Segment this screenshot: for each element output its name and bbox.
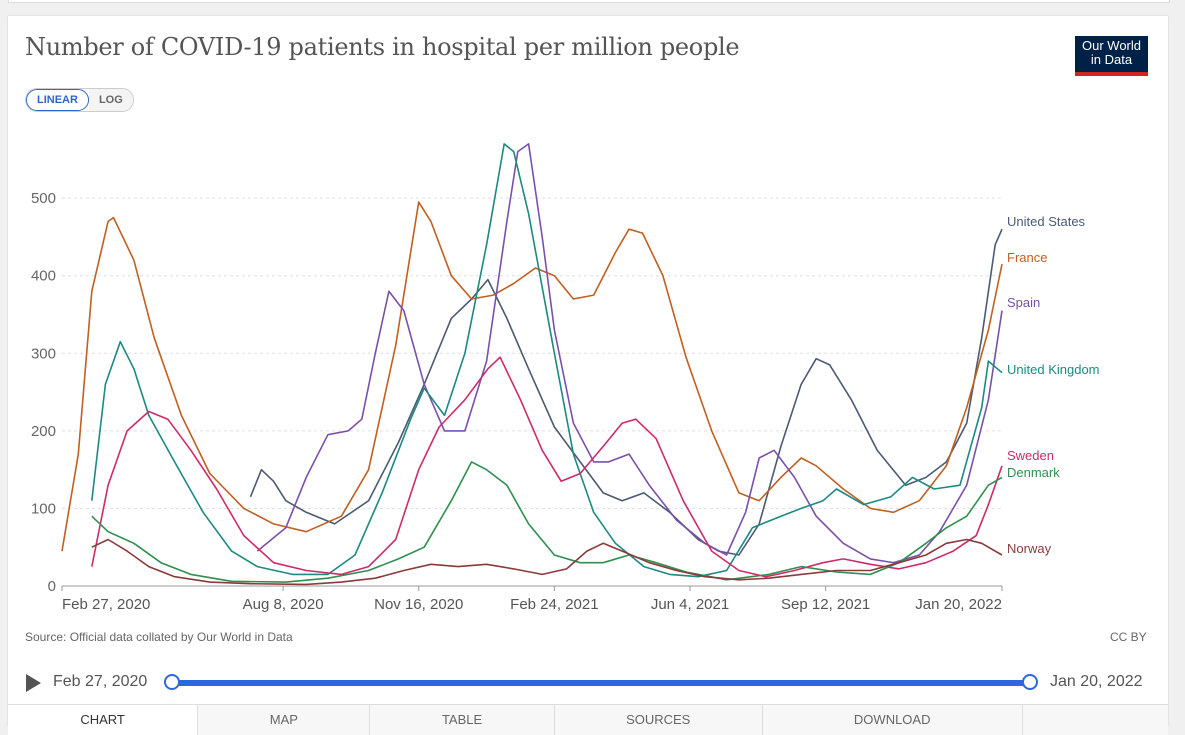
tab-download[interactable]: DOWNLOAD: [761, 705, 1022, 735]
scale-toggle: LINEAR LOG: [25, 88, 134, 112]
series-label[interactable]: Denmark: [1007, 465, 1060, 480]
series-line[interactable]: [91, 143, 1003, 578]
series-line[interactable]: [249, 228, 1003, 556]
x-tick-label: Sep 12, 2021: [781, 596, 870, 613]
series-label[interactable]: Sweden: [1007, 448, 1054, 463]
series-label[interactable]: Spain: [1007, 295, 1040, 310]
timeline-end-label: Jan 20, 2022: [1050, 673, 1143, 690]
tab-share[interactable]: [1021, 705, 1169, 735]
x-tick-label: Aug 8, 2020: [243, 596, 324, 613]
series-line[interactable]: [256, 143, 1003, 564]
series-line[interactable]: [91, 356, 1003, 578]
series-line[interactable]: [91, 538, 1003, 586]
timeline-start-label: Feb 27, 2020: [53, 673, 148, 690]
linear-scale-button[interactable]: LINEAR: [26, 89, 89, 111]
y-tick-label: 300: [31, 345, 56, 362]
license-link[interactable]: CC BY: [1110, 630, 1147, 644]
x-tick-label: Feb 24, 2021: [510, 596, 598, 613]
series-line[interactable]: [91, 461, 1003, 583]
y-tick-label: 100: [31, 500, 56, 517]
play-icon[interactable]: [26, 674, 41, 692]
tab-sources[interactable]: SOURCES: [553, 705, 762, 735]
y-tick-label: 200: [31, 423, 56, 440]
logo-line-1: Our World: [1082, 38, 1141, 53]
tab-map[interactable]: MAP: [197, 705, 370, 735]
tab-chart[interactable]: CHART: [8, 705, 198, 735]
previous-card-edge: [8, 0, 1170, 3]
source-note[interactable]: Source: Official data collated by Our Wo…: [25, 630, 293, 644]
y-tick-label: 0: [48, 578, 56, 595]
owid-logo[interactable]: Our World in Data: [1075, 36, 1148, 76]
x-tick-label: Jun 4, 2021: [651, 596, 729, 613]
x-tick-label: Feb 27, 2020: [62, 596, 150, 613]
chart-card: Number of COVID-19 patients in hospital …: [8, 16, 1169, 735]
logo-line-2: in Data: [1090, 52, 1133, 67]
tab-table[interactable]: TABLE: [369, 705, 554, 735]
timeline-start-handle[interactable]: [164, 674, 180, 690]
series-label[interactable]: Norway: [1007, 541, 1052, 556]
series-line[interactable]: [61, 201, 1003, 552]
y-tick-label: 400: [31, 268, 56, 285]
y-tick-label: 500: [31, 190, 56, 207]
x-tick-label: Nov 16, 2020: [374, 596, 463, 613]
x-tick-label: Jan 20, 2022: [915, 596, 1002, 613]
chart-title: Number of COVID-19 patients in hospital …: [25, 33, 740, 61]
line-chart: 0 100 200 300 400 500 Feb 27, 2020 Aug 8, 2020 N…: [31, 143, 1100, 613]
series-label[interactable]: United States: [1007, 214, 1086, 229]
timeline: Feb 27, 2020 Jan 20, 2022: [8, 666, 1168, 696]
log-scale-button[interactable]: LOG: [88, 89, 133, 111]
timeline-end-handle[interactable]: [1022, 674, 1038, 690]
series-label[interactable]: France: [1007, 250, 1047, 265]
timeline-track[interactable]: [172, 680, 1030, 686]
series-label[interactable]: United Kingdom: [1007, 362, 1100, 377]
